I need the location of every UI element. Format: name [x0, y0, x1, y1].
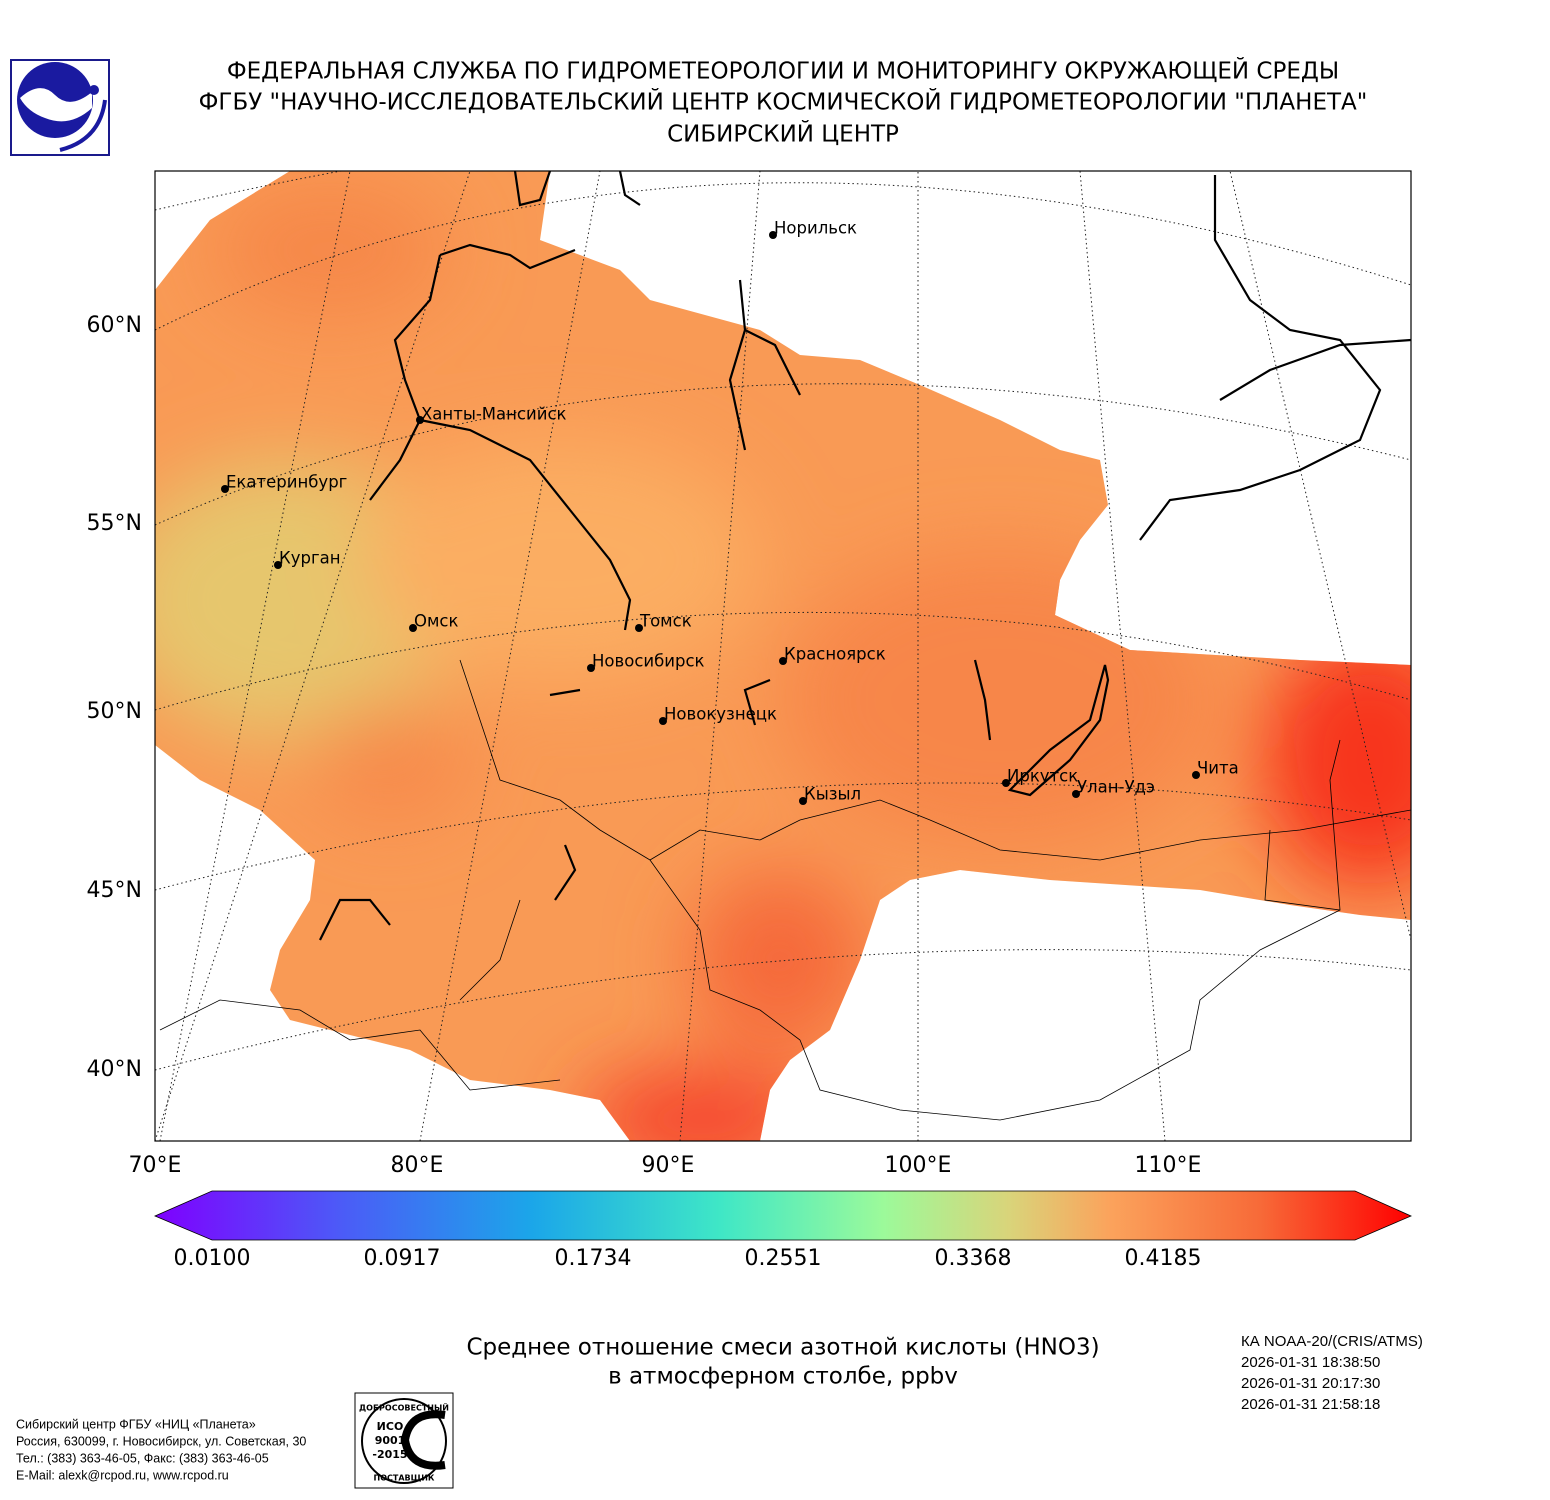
lat-label: 40°N — [87, 1057, 142, 1082]
data-field — [155, 171, 1411, 1141]
colorbar: 0.0100 0.0917 0.1734 0.2551 0.3368 0.418… — [153, 1190, 1412, 1271]
footer-line: Тел.: (383) 363-46-05, Факс: (383) 363-4… — [16, 1451, 269, 1465]
city-marker — [416, 416, 424, 424]
city-label: Кызыл — [804, 785, 861, 804]
certificate-iso: 9001 — [375, 1434, 406, 1447]
city-marker — [361, 1398, 447, 1484]
city-label: Екатеринбург — [226, 473, 347, 492]
lon-label: 80°E — [391, 1153, 444, 1178]
city-marker — [1002, 779, 1010, 787]
certificate-bottom: ПОСТАВЩИК — [374, 1474, 435, 1483]
satellite-line: 2026-01-31 18:38:50 — [1241, 1354, 1380, 1371]
lon-label: 100°E — [885, 1153, 952, 1178]
caption-line: в атмосферном столбе, ppbv — [608, 1364, 958, 1390]
lat-label: 60°N — [87, 313, 142, 338]
cities: Норильск Ханты-Мансийск Екатеринбург Кур… — [221, 219, 1239, 805]
lat-label: 55°N — [87, 511, 142, 536]
coastlines — [319, 171, 1411, 941]
city-marker — [1072, 790, 1080, 798]
lon-label: 90°E — [642, 1153, 695, 1178]
header-line: ФЕДЕРАЛЬНАЯ СЛУЖБА ПО ГИДРОМЕТЕОРОЛОГИИ … — [227, 57, 1339, 85]
city-label: Норильск — [774, 219, 857, 238]
colorbar-tick-label: 0.0100 — [174, 1246, 251, 1271]
city-label: Новокузнецк — [664, 705, 777, 724]
lon-label: 70°E — [129, 1153, 182, 1178]
lon-label: 110°E — [1135, 1153, 1202, 1178]
city-label: Томск — [639, 612, 692, 631]
satellite-line: 2026-01-31 21:58:18 — [1241, 1396, 1380, 1413]
header-line: ФГБУ "НАУЧНО-ИССЛЕДОВАТЕЛЬСКИЙ ЦЕНТР КОС… — [199, 88, 1368, 116]
caption: Среднее отношение смеси азотной кислоты … — [466, 1335, 1099, 1390]
city-marker — [409, 624, 417, 632]
city-marker — [89, 85, 99, 95]
axis-labels: 60°N 55°N 50°N 45°N 40°N 70°E 80°E 90°E … — [87, 313, 1202, 1178]
borders — [159, 659, 1411, 1121]
certificate: ДОБРОСОВЕСТНЫЙ ИСО 9001 -2015 ПОСТАВЩИК — [354, 1392, 454, 1489]
footer: Сибирский центр ФГБУ «НИЦ «Планета» Росс… — [16, 1417, 306, 1482]
city-label: Улан-Удэ — [1077, 778, 1155, 797]
map-frame — [154, 170, 1412, 1142]
city-marker — [769, 231, 777, 239]
city-marker — [587, 664, 595, 672]
colorbar-tick-label: 0.4185 — [1125, 1246, 1202, 1271]
colorbar-tick-label: 0.2551 — [745, 1246, 822, 1271]
caption-line: Среднее отношение смеси азотной кислоты … — [466, 1335, 1099, 1361]
city-label: Чита — [1197, 759, 1239, 778]
logo — [10, 59, 110, 156]
certificate-top: ДОБРОСОВЕСТНЫЙ — [359, 1402, 449, 1413]
satellite-info: КА NOAA-20/(CRIS/ATMS) 2026-01-31 18:38:… — [1241, 1333, 1423, 1413]
city-marker — [659, 717, 667, 725]
map — [155, 171, 1411, 1141]
city-marker — [221, 485, 229, 493]
satellite-line: КА NOAA-20/(CRIS/ATMS) — [1241, 1333, 1423, 1350]
footer-line: Россия, 630099, г. Новосибирск, ул. Сове… — [16, 1434, 306, 1448]
colorbar-tick-label: 0.3368 — [935, 1246, 1012, 1271]
footer-line: E-Mail: alexk@rcpod.ru, www.rcpod.ru — [16, 1468, 229, 1482]
city-label: Иркутск — [1007, 767, 1078, 786]
city-label: Курган — [279, 549, 341, 568]
city-label: Омск — [414, 612, 459, 631]
city-marker — [799, 797, 807, 805]
city-label: Новосибирск — [592, 652, 705, 671]
header: ФЕДЕРАЛЬНАЯ СЛУЖБА ПО ГИДРОМЕТЕОРОЛОГИИ … — [199, 57, 1368, 148]
colorbar-tick-label: 0.1734 — [555, 1246, 632, 1271]
satellite-line: 2026-01-31 20:17:30 — [1241, 1375, 1380, 1392]
lat-label: 45°N — [87, 878, 142, 903]
colorbar-tick-label: 0.0917 — [364, 1246, 441, 1271]
city-label: Красноярск — [784, 645, 886, 664]
footer-line: Сибирский центр ФГБУ «НИЦ «Планета» — [16, 1417, 256, 1431]
certificate-iso: ИСО — [377, 1420, 404, 1433]
graticule — [155, 171, 1411, 1141]
certificate-iso: -2015 — [372, 1448, 407, 1461]
city-marker — [1192, 771, 1200, 779]
city-label: Ханты-Мансийск — [421, 405, 567, 424]
city-marker — [274, 561, 282, 569]
header-line: СИБИРСКИЙ ЦЕНТР — [667, 120, 899, 148]
lat-label: 50°N — [87, 699, 142, 724]
city-marker — [635, 624, 643, 632]
city-marker — [779, 657, 787, 665]
